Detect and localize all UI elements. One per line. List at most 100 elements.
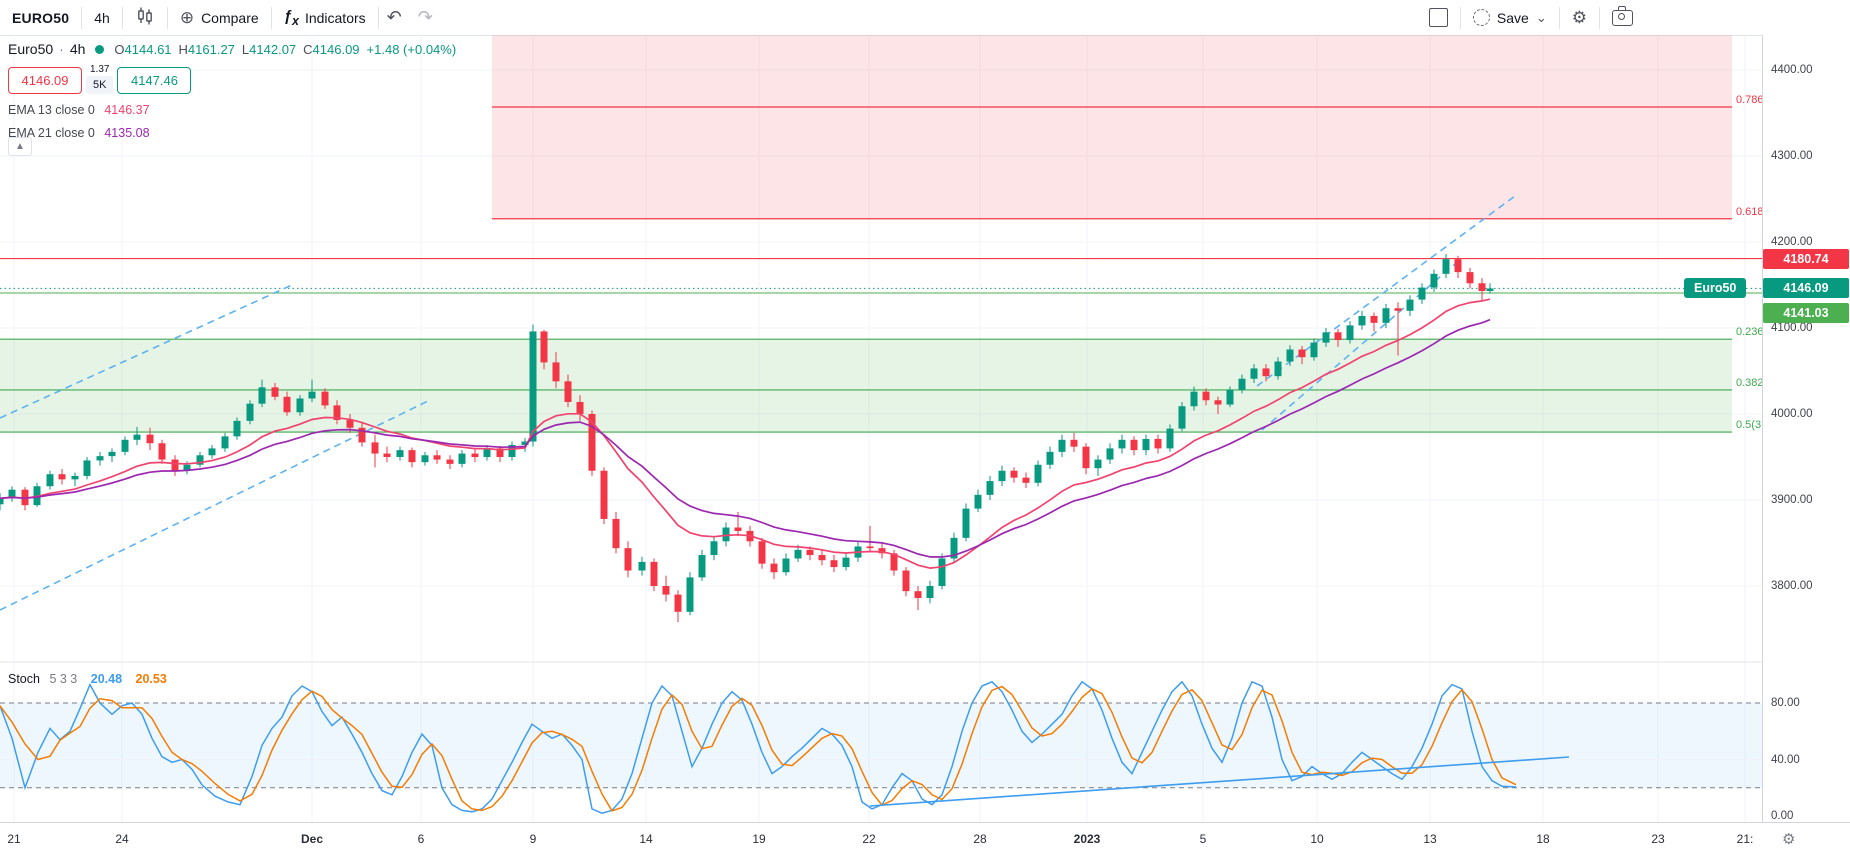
buy-button[interactable]: 4147.46 — [117, 67, 192, 94]
candle — [496, 448, 504, 457]
candle — [998, 470, 1006, 482]
candle — [333, 405, 341, 421]
ema21-legend-row[interactable]: EMA 21 close 0 4135.08 — [8, 126, 456, 140]
candle — [133, 434, 141, 440]
time-axis-label: 5 — [1199, 832, 1207, 846]
snapshot-button[interactable] — [1600, 0, 1645, 35]
legend-title-row[interactable]: Euro50 · 4h O4144.61 H4161.27 L4142.07 C… — [8, 41, 456, 57]
compare-button[interactable]: ⊕ Compare — [168, 0, 271, 35]
candle — [1454, 259, 1462, 273]
fib-zone — [492, 35, 1732, 219]
candle — [1118, 439, 1126, 449]
legend-collapse-button[interactable]: ▲ — [8, 137, 32, 156]
save-button[interactable]: Save ⌄ — [1461, 0, 1559, 35]
candle — [914, 591, 922, 599]
ema21-line — [0, 318, 1491, 558]
change-value: +1.48 (+0.04%) — [366, 41, 457, 57]
fib-level-label: 0.236 — [1736, 326, 1762, 338]
trendline-dashed — [0, 284, 293, 419]
candle — [612, 518, 620, 549]
chart-style-button[interactable] — [123, 0, 167, 35]
candle — [1406, 299, 1414, 311]
stoch-label: Stoch — [8, 672, 40, 686]
fib-level-label: 0.618 — [1736, 206, 1762, 218]
time-axis-gear-icon[interactable]: ⚙ — [1782, 831, 1796, 848]
market-status-dot — [95, 44, 105, 54]
sell-button[interactable]: 4146.09 — [8, 67, 82, 94]
fx-icon: ƒx — [283, 7, 299, 28]
time-axis-label: 24 — [115, 832, 129, 846]
spread-block: 1.37 5K — [86, 64, 114, 94]
candle — [108, 451, 116, 457]
candle — [233, 420, 241, 437]
candle — [1382, 308, 1390, 323]
candle — [962, 508, 970, 538]
candle — [818, 555, 826, 561]
symbol-button[interactable]: EURO50 — [12, 9, 70, 26]
candle — [758, 541, 766, 564]
compare-label: Compare — [201, 9, 259, 26]
price-axis-label: 4100.00 — [1771, 322, 1813, 334]
price-tag: 4180.74 — [1763, 248, 1849, 269]
time-axis-label: 10 — [1310, 832, 1324, 846]
time-axis-label: 18 — [1536, 832, 1550, 846]
candle — [146, 434, 154, 444]
stoch-legend[interactable]: Stoch 5 3 3 20.48 20.53 — [8, 672, 167, 686]
toolbar-separator — [1558, 6, 1560, 29]
quantity-selector[interactable]: 5K — [86, 76, 114, 94]
candle — [283, 396, 291, 413]
candle — [674, 594, 682, 612]
candle — [1274, 361, 1282, 377]
candle — [521, 441, 529, 445]
layout-button[interactable] — [1417, 0, 1460, 35]
candle — [371, 442, 379, 454]
candle — [96, 456, 104, 461]
chart-settings-button[interactable]: ⚙ — [1560, 0, 1599, 35]
time-axis-label: 2023 — [1073, 832, 1101, 846]
price-chart-canvas[interactable]: 0.786 0.618 0.236 0.382 0.5(3 — [0, 35, 1762, 822]
low-value: 4142.07 — [249, 41, 297, 57]
candle — [308, 391, 316, 399]
layout-icon — [1428, 8, 1448, 27]
candle — [686, 577, 694, 612]
time-axis[interactable]: ⚙ 21 24 Dec 6 9 14 19 22 28 2023 5 10 13 18 23 21: — [0, 822, 1850, 858]
candle — [588, 414, 596, 471]
candle — [1358, 315, 1366, 326]
stoch-d-value: 20.53 — [135, 672, 167, 686]
candle — [624, 548, 632, 571]
price-axis[interactable]: 4400.00 4300.00 4200.00 4100.00 4000.00 3900.… — [1762, 35, 1850, 822]
interval-button[interactable]: 4h — [94, 9, 110, 26]
time-axis-label: 9 — [529, 832, 537, 846]
redo-button[interactable]: ↷ — [417, 7, 433, 27]
candle — [1442, 259, 1450, 274]
candle — [866, 546, 874, 549]
compare-plus-icon: ⊕ — [179, 8, 195, 27]
candle — [421, 455, 429, 463]
candle — [770, 563, 778, 573]
candle — [950, 537, 958, 559]
candle — [433, 455, 441, 460]
candle — [183, 464, 191, 471]
undo-button[interactable]: ↶ — [386, 7, 402, 27]
indicators-button[interactable]: ƒx Indicators — [272, 0, 378, 35]
ema13-legend-row[interactable]: EMA 13 close 0 4146.37 — [8, 103, 456, 117]
candle — [1298, 349, 1306, 358]
candle — [1262, 368, 1270, 377]
candle — [196, 455, 204, 465]
candle — [710, 541, 718, 556]
candle — [346, 420, 354, 428]
candle — [600, 470, 608, 519]
trendline-dashed — [1261, 257, 1463, 431]
candle — [1466, 272, 1474, 284]
ema13-line — [0, 298, 1491, 569]
candle — [1334, 332, 1342, 341]
candle — [722, 527, 730, 542]
legend-symbol: Euro50 — [8, 41, 54, 57]
time-axis-label: 6 — [417, 832, 425, 846]
ema21-label: EMA 21 close 0 — [8, 126, 95, 140]
candlestick-icon — [135, 6, 155, 29]
time-axis-label: 19 — [752, 832, 766, 846]
candle — [396, 450, 404, 457]
candle — [938, 558, 946, 586]
